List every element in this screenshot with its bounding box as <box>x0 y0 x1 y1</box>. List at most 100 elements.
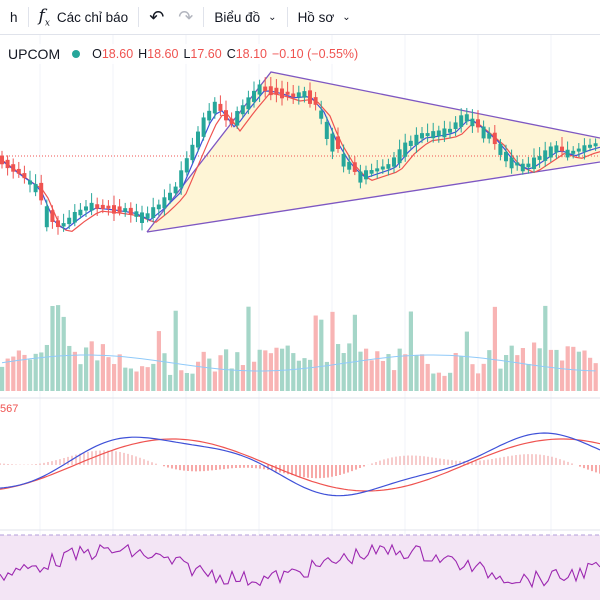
candle-body <box>173 186 178 194</box>
volume-bar <box>448 372 453 391</box>
volume-bar <box>100 344 105 391</box>
candle-body <box>246 97 251 110</box>
candle-body <box>386 164 391 169</box>
candle-body <box>33 183 38 193</box>
candle-body <box>414 134 419 146</box>
candle-body <box>296 92 301 98</box>
candle-body <box>380 166 385 170</box>
candle-body <box>67 217 72 225</box>
candle-body <box>84 206 88 211</box>
candle-body <box>464 114 469 122</box>
candle-body <box>117 206 122 213</box>
candle-body <box>330 133 335 152</box>
volume-bar <box>543 305 548 391</box>
volume-bar <box>268 353 273 391</box>
candle-body <box>403 142 408 157</box>
candle-body <box>285 91 290 95</box>
candle-body <box>504 151 508 162</box>
candle-body <box>548 146 553 158</box>
volume-bar <box>459 356 464 391</box>
candle-body <box>448 128 452 133</box>
candle-body <box>168 192 172 201</box>
volume-bar <box>375 351 380 391</box>
redo-icon[interactable]: ↷ <box>178 6 194 27</box>
candle-body <box>190 144 195 161</box>
volume-bar <box>509 345 514 391</box>
rsi-line <box>0 543 600 589</box>
market-status-dot <box>72 50 81 58</box>
candle-body <box>257 84 262 95</box>
exchange-label: UPCOM <box>8 46 61 62</box>
volume-bar <box>403 354 408 391</box>
volume-bar <box>336 344 341 391</box>
candle-body <box>280 88 284 99</box>
candle-body <box>11 164 16 172</box>
volume-bar <box>78 364 83 391</box>
rsi-band <box>0 535 600 600</box>
volume-bar <box>140 366 145 391</box>
candle-body <box>89 202 94 211</box>
candle-body <box>470 118 475 127</box>
chart-type-menu[interactable]: Biểu đồ ⌄ <box>204 0 286 34</box>
volume-bar <box>162 353 167 391</box>
chart-canvas[interactable] <box>0 35 600 600</box>
volume-bar <box>588 357 593 391</box>
candle-body <box>336 136 340 149</box>
volume-bar <box>252 361 257 391</box>
undo-redo-group: ↶ ↷ <box>139 0 203 34</box>
volume-bar <box>352 314 357 391</box>
macd-line <box>0 432 600 497</box>
candle-body <box>425 133 430 137</box>
candle-body <box>302 91 307 98</box>
volume-bar <box>554 349 559 391</box>
toolbar-divider <box>203 7 205 27</box>
candle-body <box>352 162 357 172</box>
top-toolbar: h fx Các chỉ báo ↶ ↷ Biểu đồ ⌄ Hồ sơ ⌄ <box>0 0 600 35</box>
candle-body <box>134 211 139 217</box>
low-key: L <box>183 47 191 61</box>
volume-bar <box>134 371 139 391</box>
volume-bar <box>532 342 537 391</box>
volume-bar <box>364 348 369 391</box>
interval-label: h <box>10 9 18 25</box>
candle-body <box>179 170 184 188</box>
triangle-upper-line <box>146 71 600 233</box>
volume-bar <box>296 360 301 391</box>
candle-body <box>145 213 150 219</box>
candle-body <box>476 119 480 128</box>
profile-menu[interactable]: Hồ sơ ⌄ <box>288 0 361 34</box>
volume-bar <box>453 353 458 391</box>
candle-body <box>520 163 525 172</box>
candle-body <box>588 144 592 148</box>
candle-body <box>565 149 570 158</box>
change-value: −0.10 (−0.55%) <box>272 47 359 61</box>
chevron-down-icon: ⌄ <box>342 11 351 23</box>
volume-bar <box>56 305 61 391</box>
volume-bar <box>112 364 117 391</box>
volume-bar <box>431 373 436 391</box>
indicators-label: Các chỉ báo <box>56 9 129 25</box>
interval-button[interactable]: h <box>0 0 28 34</box>
volume-bar <box>11 356 16 391</box>
volume-bar <box>5 358 10 391</box>
candle-body <box>397 149 402 164</box>
volume-bar <box>593 363 598 391</box>
volume-bar <box>520 348 525 391</box>
volume-bar <box>341 353 346 391</box>
volume-bar <box>184 373 189 391</box>
candle-body <box>341 153 346 167</box>
low-value: 17.60 <box>190 47 222 61</box>
candle-body <box>459 115 464 127</box>
candle-body <box>16 168 21 174</box>
volume-bar <box>425 363 430 391</box>
candle-body <box>582 145 587 152</box>
candle-body <box>5 159 10 169</box>
candle-body <box>0 155 4 165</box>
indicators-button[interactable]: fx Các chỉ báo <box>29 0 139 34</box>
chart-type-label: Biểu đồ <box>214 9 261 25</box>
candle-body <box>324 121 329 139</box>
volume-bar <box>28 359 33 391</box>
volume-bar <box>397 348 402 391</box>
undo-icon[interactable]: ↶ <box>149 6 165 27</box>
candle-body <box>509 157 514 169</box>
